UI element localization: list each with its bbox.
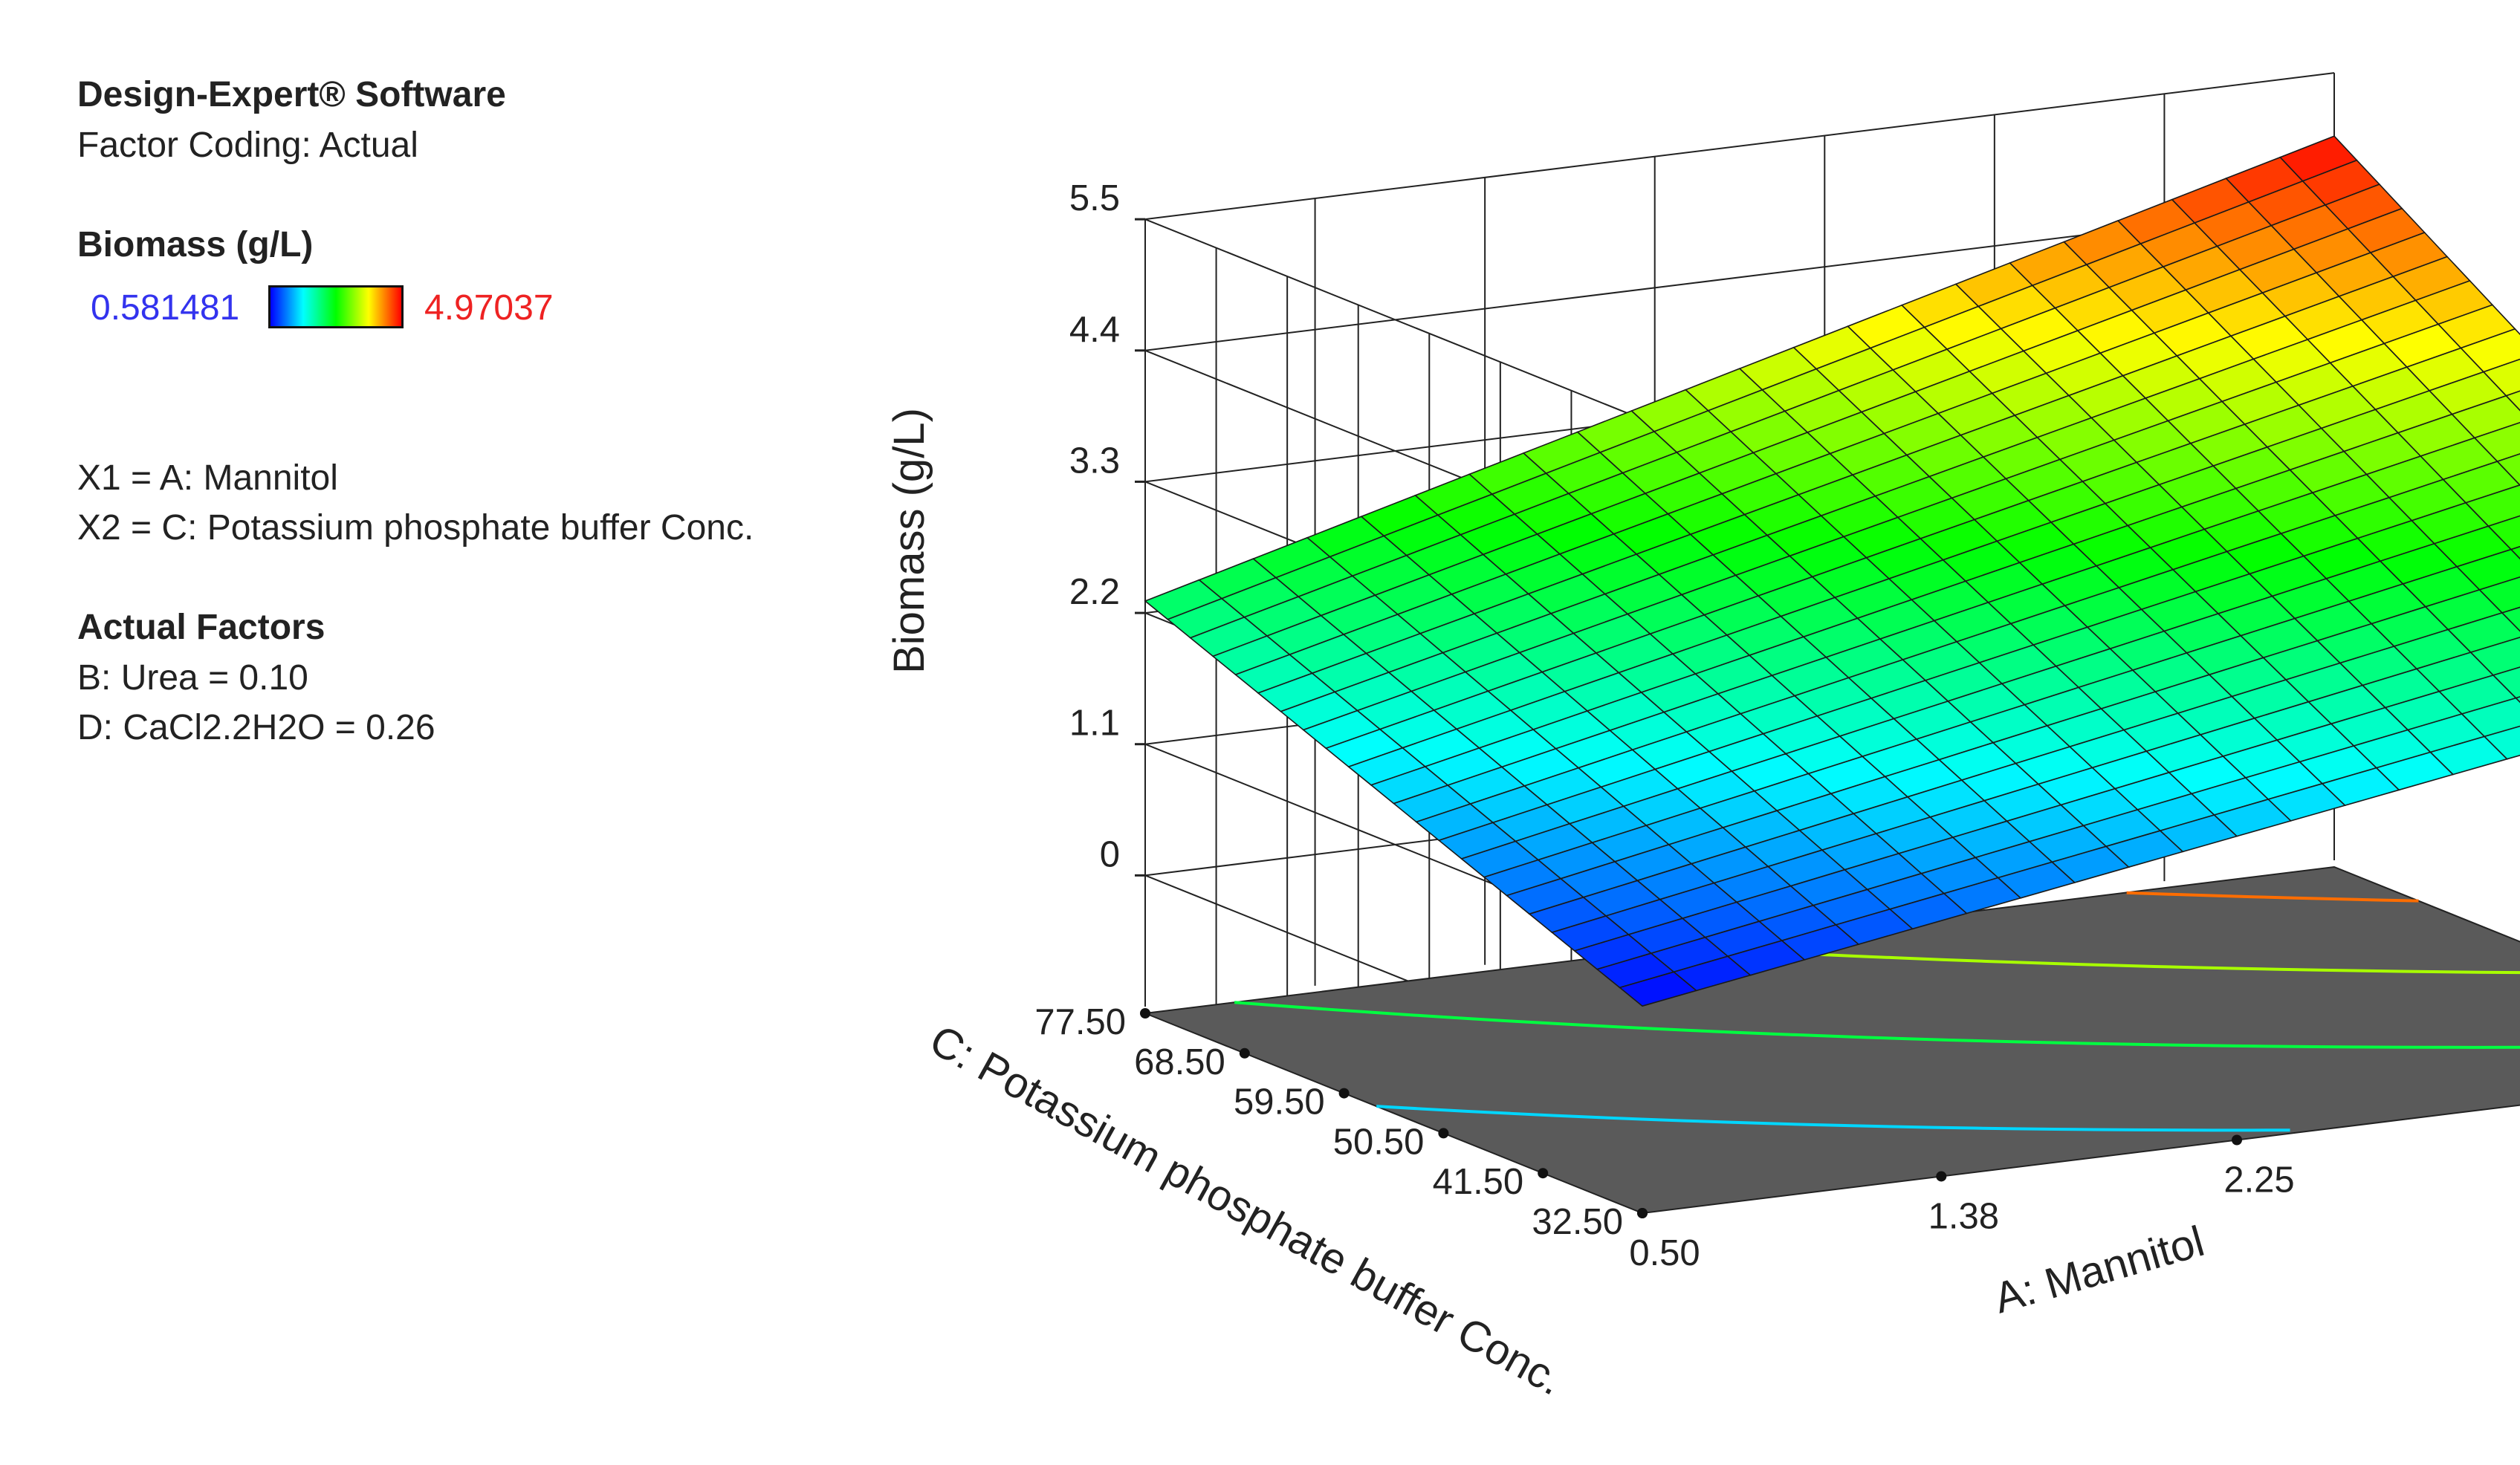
surface-cell [2501,606,2520,632]
colorbar-min-label: 0.581481 [91,288,240,328]
z-tick-label: 0 [1100,834,1120,874]
colorbar-max-label: 4.97037 [424,288,554,328]
x-tick-mark [1936,1171,1947,1182]
surface-cell [2482,358,2520,397]
z-tick-label: 3.3 [1069,441,1120,481]
y-tick-mark [1538,1168,1549,1179]
x-axis-title: A: Mannitol [1989,1217,2209,1322]
surface-cell [2473,421,2520,463]
floor-plane [1144,865,2520,1215]
y-tick-mark [1140,1008,1150,1019]
surface-cell [2496,453,2520,486]
y-tick-label: 59.50 [1234,1082,1325,1123]
response-surface [1144,135,2520,1007]
surface-cell [2504,390,2520,412]
x2-definition: X2 = C: Potassium phosphate buffer Conc. [77,508,754,548]
z-tick-label: 4.4 [1069,310,1120,350]
plot-floor [1144,865,2520,1215]
z-axis-title: Biomass (g/L) [885,408,933,674]
y-tick-mark [1438,1128,1449,1139]
y-tick-label: 77.50 [1034,1002,1126,1042]
x-tick-label: 1.38 [1928,1196,1999,1236]
factor-b-value: B: Urea = 0.10 [77,658,308,698]
y-tick-mark [1239,1047,1250,1059]
software-name: Design-Expert® Software [77,75,506,114]
z-tick-label: 5.5 [1069,178,1120,218]
floor-contour-line [1376,1105,2290,1132]
surface-cell [2514,696,2520,704]
z-tick-label: 1.1 [1069,704,1120,744]
response-title: Biomass (g/L) [77,225,314,264]
x1-definition: X1 = A: Mannitol [77,458,338,498]
floor-contour-line [1234,1001,2520,1049]
factor-d-value: D: CaCl2.2H2O = 0.26 [77,708,435,747]
floor-contour-line [2126,891,2419,903]
y-tick-label: 50.50 [1333,1122,1425,1162]
z-tick-label: 2.2 [1069,572,1120,612]
surface-cell [2483,725,2520,760]
surface-cell [2478,576,2520,614]
legend-panel: Design-Expert® Software Factor Coding: A… [48,40,835,857]
y-tick-label: 32.50 [1532,1202,1623,1242]
surface-cell [2487,515,2520,550]
surface-cell [2492,666,2520,699]
x-tick-mark [2232,1134,2242,1146]
x-tick-label: 2.25 [2223,1160,2294,1201]
surface-cell [2510,545,2520,560]
factor-coding: Factor Coding: Actual [77,126,418,165]
surface-cell [2469,637,2520,676]
floor-contour-line [1680,946,2520,975]
y-tick-label: 68.50 [1134,1042,1225,1082]
x-tick-label: 0.50 [1629,1233,1700,1273]
colorbar [268,285,404,328]
actual-factors-title: Actual Factors [77,608,325,647]
y-tick-label: 41.50 [1433,1162,1524,1202]
y-tick-mark [1338,1088,1350,1099]
y-tick-mark [1637,1208,1648,1218]
